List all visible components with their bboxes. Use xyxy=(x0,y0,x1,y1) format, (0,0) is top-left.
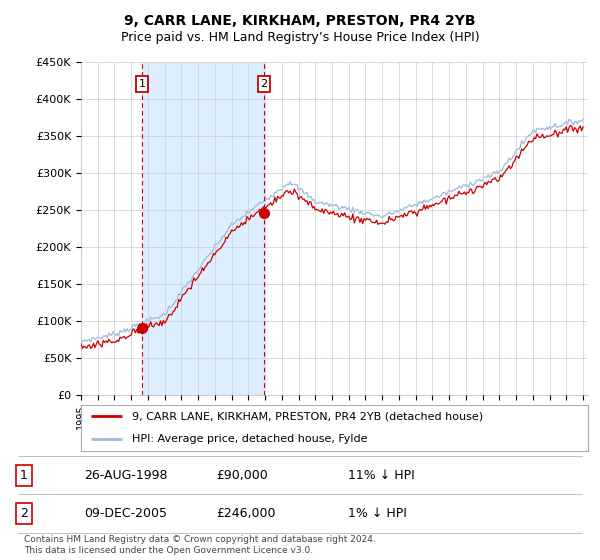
Text: 2: 2 xyxy=(20,507,28,520)
Text: 1: 1 xyxy=(20,469,28,482)
Text: 1: 1 xyxy=(139,79,146,89)
Text: HPI: Average price, detached house, Fylde: HPI: Average price, detached house, Fyld… xyxy=(132,435,367,444)
Text: 2: 2 xyxy=(260,79,268,89)
Text: 26-AUG-1998: 26-AUG-1998 xyxy=(84,469,167,482)
Text: 9, CARR LANE, KIRKHAM, PRESTON, PR4 2YB: 9, CARR LANE, KIRKHAM, PRESTON, PR4 2YB xyxy=(124,14,476,28)
Text: 9, CARR LANE, KIRKHAM, PRESTON, PR4 2YB (detached house): 9, CARR LANE, KIRKHAM, PRESTON, PR4 2YB … xyxy=(132,412,483,421)
Text: £246,000: £246,000 xyxy=(216,507,275,520)
Text: 1% ↓ HPI: 1% ↓ HPI xyxy=(348,507,407,520)
Text: Price paid vs. HM Land Registry’s House Price Index (HPI): Price paid vs. HM Land Registry’s House … xyxy=(121,31,479,44)
Text: 09-DEC-2005: 09-DEC-2005 xyxy=(84,507,167,520)
Text: Contains HM Land Registry data © Crown copyright and database right 2024.
This d: Contains HM Land Registry data © Crown c… xyxy=(24,535,376,555)
Text: £90,000: £90,000 xyxy=(216,469,268,482)
Bar xyxy=(142,62,264,395)
Text: 11% ↓ HPI: 11% ↓ HPI xyxy=(348,469,415,482)
